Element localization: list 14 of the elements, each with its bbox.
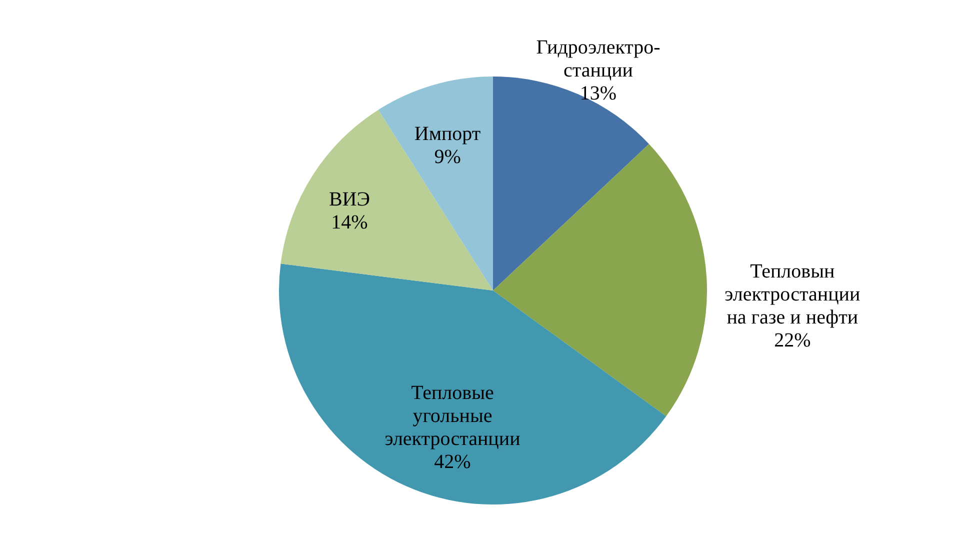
data-label: 42% xyxy=(434,450,471,473)
slice-label: Тепловые угольные электростанции xyxy=(384,382,521,450)
pie-slice xyxy=(279,264,666,504)
pie-slice xyxy=(493,144,707,416)
slice-label: Тепловын электростанции на газе и нефти xyxy=(724,260,860,329)
slice-label: ВИЭ xyxy=(328,188,370,210)
slice-label: Импорт xyxy=(414,122,481,145)
data-label: 13% xyxy=(580,82,617,104)
slice-label: Гидроэлектро- станции xyxy=(536,36,660,82)
data-label: 14% xyxy=(331,211,368,234)
pie-slice xyxy=(280,110,493,290)
pie-slice xyxy=(378,76,493,290)
data-label: 22% xyxy=(774,330,811,352)
data-label: 9% xyxy=(434,146,461,168)
